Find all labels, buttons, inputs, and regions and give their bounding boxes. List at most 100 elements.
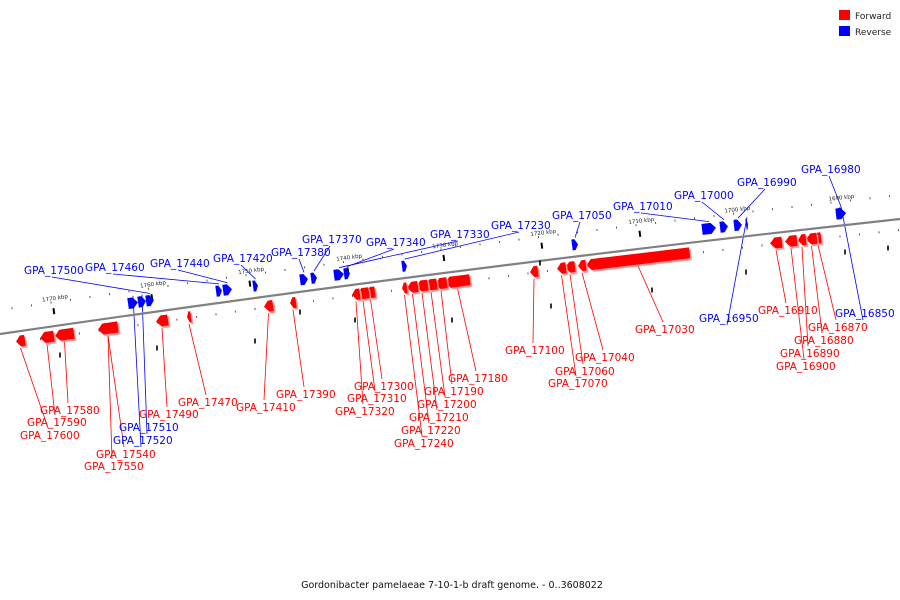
gene-label[interactable]: GPA_17500: [24, 265, 84, 277]
gene-arrow[interactable]: [571, 239, 578, 251]
scale-minor-tick-mark: [479, 243, 481, 246]
gene-arrow[interactable]: [835, 207, 846, 220]
gene-label[interactable]: GPA_16850: [835, 308, 895, 320]
gene-label[interactable]: GPA_17100: [505, 345, 565, 357]
gene-label[interactable]: GPA_17030: [635, 324, 695, 336]
gene-arrow[interactable]: [145, 294, 154, 307]
gene-arrow[interactable]: [333, 269, 344, 281]
gene-arrow-body: [578, 259, 587, 272]
gene-label[interactable]: GPA_17220: [401, 425, 461, 437]
gene-arrow[interactable]: [556, 262, 569, 276]
gene-label[interactable]: GPA_17410: [236, 402, 296, 414]
gene-arrow[interactable]: [529, 265, 541, 280]
gene-label[interactable]: GPA_17230: [491, 220, 551, 232]
gene-label[interactable]: GPA_17440: [150, 258, 210, 270]
gene-arrow[interactable]: [15, 334, 28, 349]
gene-label[interactable]: GPA_17420: [213, 253, 273, 265]
gene-label[interactable]: GPA_17540: [96, 449, 156, 461]
gene-label[interactable]: GPA_17240: [394, 438, 454, 450]
gene-label[interactable]: GPA_17210: [409, 412, 469, 424]
gene-arrow[interactable]: [127, 297, 138, 310]
gene-label[interactable]: GPA_17310: [347, 393, 407, 405]
scale-minor-tick-mark: [195, 315, 198, 319]
gene-arrow[interactable]: [39, 330, 57, 346]
gene-label[interactable]: GPA_17180: [448, 373, 508, 385]
gene-arrow-body: [571, 239, 578, 251]
scale-minor-tick-mark: [459, 245, 462, 248]
gene-arrow[interactable]: [343, 268, 350, 280]
gene-label[interactable]: GPA_17200: [417, 399, 477, 411]
gene-arrow[interactable]: [701, 222, 716, 235]
gene-arrow[interactable]: [586, 247, 693, 272]
scale-tick-label: 1720 kbp: [530, 229, 557, 238]
scale-minor-tick: [576, 231, 579, 234]
gene-label[interactable]: GPA_16870: [808, 322, 868, 334]
gene-arrow[interactable]: [797, 233, 809, 248]
gene-label[interactable]: GPA_16890: [780, 348, 840, 360]
gene-label[interactable]: GPA_17060: [555, 366, 615, 378]
gene-arrow[interactable]: [54, 327, 77, 344]
gene-label[interactable]: GPA_17330: [430, 229, 490, 241]
gene-label[interactable]: GPA_17000: [674, 190, 734, 202]
gene-arrow[interactable]: [733, 219, 742, 232]
gene-label[interactable]: GPA_17040: [575, 352, 635, 364]
gene-label[interactable]: GPA_17490: [139, 409, 199, 421]
gene-label[interactable]: GPA_17070: [548, 378, 608, 390]
gene-label[interactable]: GPA_17050: [552, 210, 612, 222]
gene-label[interactable]: GPA_17340: [366, 237, 426, 249]
gene-arrow[interactable]: [222, 284, 232, 296]
gene-arrow[interactable]: [155, 314, 171, 329]
gene-label[interactable]: GPA_17520: [113, 435, 173, 447]
gene-arrow[interactable]: [745, 218, 748, 230]
legend-forward-label: Forward: [855, 12, 891, 22]
gene-arrow[interactable]: [351, 288, 363, 302]
gene-label[interactable]: GPA_16980: [801, 164, 861, 176]
gene-arrow[interactable]: [406, 280, 421, 295]
gene-arrow[interactable]: [310, 272, 317, 284]
gene-arrow[interactable]: [401, 282, 410, 296]
gene-arrow[interactable]: [719, 221, 728, 233]
gene-label[interactable]: GPA_17510: [119, 422, 179, 434]
gene-label[interactable]: GPA_17320: [335, 406, 395, 418]
gene-arrow-body: [770, 236, 783, 249]
gene-arrow[interactable]: [215, 285, 222, 297]
gene-arrow[interactable]: [263, 300, 276, 314]
gene-arrow[interactable]: [137, 296, 146, 308]
scale-minor-tick: [654, 221, 657, 224]
gene-arrow[interactable]: [299, 273, 308, 286]
gene-label[interactable]: GPA_16950: [699, 313, 759, 325]
legend-reverse-swatch: [839, 26, 850, 36]
gene-label[interactable]: GPA_17010: [613, 201, 673, 213]
gene-arrow[interactable]: [252, 280, 258, 292]
gene-label[interactable]: GPA_17370: [302, 234, 362, 246]
gene-label[interactable]: GPA_17460: [85, 262, 145, 274]
scale-minor-tick: [362, 258, 364, 261]
gene-label[interactable]: GPA_17600: [20, 430, 80, 442]
gene-arrow[interactable]: [289, 296, 299, 311]
leader-line: [637, 265, 664, 323]
gene-label[interactable]: GPA_17590: [27, 417, 87, 429]
gene-label[interactable]: GPA_17300: [354, 381, 414, 393]
gene-arrow[interactable]: [97, 321, 121, 337]
gene-label[interactable]: GPA_17580: [40, 405, 100, 417]
gene-arrow[interactable]: [577, 259, 589, 274]
scale-minor-tick-mark: [147, 287, 150, 290]
gene-label[interactable]: GPA_16900: [776, 361, 836, 373]
gene-label[interactable]: GPA_17390: [276, 389, 336, 401]
scale-tick: 1760 kbp: [140, 280, 167, 301]
scale-minor-tick: [137, 324, 139, 327]
gene-label[interactable]: GPA_17550: [84, 461, 144, 473]
gene-label[interactable]: GPA_16880: [794, 335, 854, 347]
gene-arrow[interactable]: [186, 311, 194, 325]
gene-label[interactable]: GPA_17380: [271, 247, 331, 259]
gene-arrow[interactable]: [769, 236, 785, 251]
gene-arrow[interactable]: [444, 274, 473, 290]
gene-arrow-body: [40, 330, 55, 343]
gene-label[interactable]: GPA_17190: [424, 386, 484, 398]
gene-label[interactable]: GPA_16910: [758, 305, 818, 317]
gene-arrow[interactable]: [805, 232, 820, 247]
gene-label[interactable]: GPA_17470: [178, 397, 238, 409]
gene-label[interactable]: GPA_16990: [737, 177, 797, 189]
gene-arrow[interactable]: [784, 234, 800, 249]
gene-arrow[interactable]: [401, 260, 407, 272]
